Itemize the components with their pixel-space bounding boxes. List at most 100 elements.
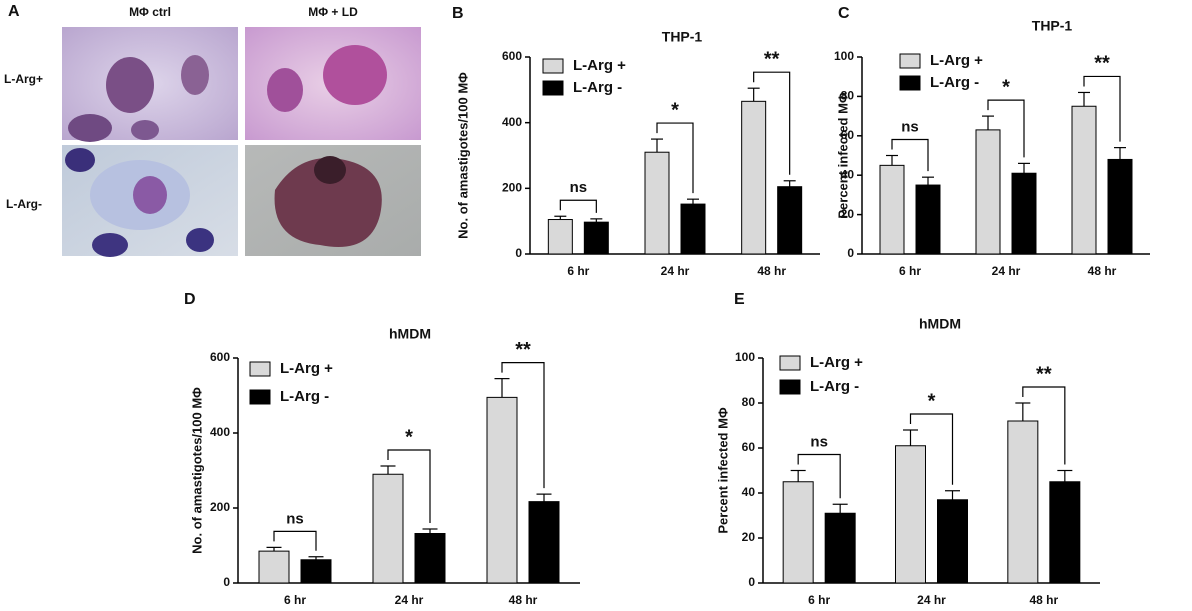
significance-label: * — [405, 426, 413, 448]
cell — [267, 68, 303, 112]
legend-swatch — [542, 80, 564, 96]
bar — [547, 219, 573, 255]
bar — [915, 184, 941, 255]
y-tick-label: 200 — [210, 500, 230, 514]
legend-label: L-Arg + — [573, 57, 626, 74]
y-tick-label: 200 — [502, 181, 522, 195]
cell — [323, 45, 387, 105]
y-axis-label: Percent infected MΦ — [835, 92, 850, 219]
bar — [824, 512, 856, 584]
y-tick-label: 400 — [210, 425, 230, 439]
panel-letter: E — [734, 291, 745, 308]
bar — [777, 186, 803, 255]
chart-title: hMDM — [919, 316, 961, 332]
panel-letter: A — [8, 3, 20, 20]
y-tick-label: 40 — [841, 167, 855, 181]
panel-a: A MΦ ctrl MΦ + LD L-Arg+ L-Arg- — [4, 3, 421, 257]
chart-title: THP-1 — [662, 29, 703, 45]
y-tick-label: 60 — [742, 440, 756, 454]
cell — [131, 120, 159, 140]
significance-label: ** — [515, 339, 531, 361]
significance-bracket — [501, 362, 545, 489]
y-tick-label: 0 — [847, 246, 854, 260]
bar — [937, 499, 968, 584]
legend-swatch — [779, 379, 801, 395]
y-tick-label: 60 — [841, 128, 855, 142]
cell — [65, 148, 95, 172]
cell — [106, 57, 154, 113]
y-tick-label: 80 — [742, 395, 756, 409]
cell — [68, 114, 112, 142]
y-axis-label: Percent infected MΦ — [715, 407, 730, 534]
legend-label: L-Arg - — [930, 74, 979, 91]
legend-label: L-Arg - — [810, 378, 859, 395]
y-tick-label: 40 — [742, 485, 756, 499]
y-tick-label: 0 — [515, 246, 522, 260]
significance-bracket — [987, 99, 1025, 158]
significance-label: ns — [901, 118, 919, 135]
chart-title: THP-1 — [1032, 18, 1073, 34]
significance-label: ns — [810, 433, 828, 450]
x-tick-label: 48 hr — [1088, 264, 1117, 278]
legend-label: L-Arg - — [573, 79, 622, 96]
y-axis-label: No. of amastigotes/100 MΦ — [189, 387, 204, 554]
legend-swatch — [899, 75, 921, 91]
panel-letter: D — [184, 291, 196, 308]
legend-label: L-Arg + — [810, 354, 863, 371]
significance-bracket — [797, 453, 841, 499]
y-tick-label: 20 — [841, 207, 855, 221]
cell — [133, 176, 167, 214]
bar — [528, 501, 560, 584]
legend-swatch — [779, 355, 801, 371]
panel-letter: B — [452, 5, 464, 22]
x-tick-label: 48 hr — [1029, 593, 1058, 607]
significance-label: * — [1002, 76, 1010, 98]
y-tick-label: 100 — [834, 49, 854, 63]
bar — [879, 164, 905, 255]
y-tick-label: 0 — [748, 575, 755, 589]
bar — [1107, 158, 1133, 255]
y-tick-label: 20 — [742, 530, 756, 544]
x-tick-label: 24 hr — [992, 264, 1021, 278]
panel-letter: C — [838, 5, 850, 22]
column-title: MΦ + LD — [308, 5, 358, 19]
bar — [782, 481, 814, 584]
legend-swatch — [542, 58, 564, 74]
significance-bracket — [891, 138, 929, 172]
x-tick-label: 6 hr — [899, 264, 921, 278]
bar — [486, 396, 518, 584]
significance-label: ** — [1094, 53, 1110, 75]
y-tick-label: 80 — [841, 89, 855, 103]
bar — [1011, 172, 1037, 255]
x-tick-label: 24 hr — [661, 264, 690, 278]
cell — [314, 156, 346, 184]
significance-bracket — [273, 530, 317, 551]
bar — [414, 533, 446, 584]
cell — [274, 158, 382, 247]
chart-title: hMDM — [389, 326, 431, 342]
bar — [583, 221, 609, 255]
bar — [1071, 105, 1097, 255]
bar — [680, 203, 706, 255]
significance-bracket — [1083, 75, 1121, 142]
bar — [1007, 420, 1039, 584]
y-tick-label: 600 — [502, 49, 522, 63]
legend-label: L-Arg - — [280, 388, 329, 405]
legend-label: L-Arg + — [280, 360, 333, 377]
significance-bracket — [753, 71, 791, 175]
x-tick-label: 6 hr — [284, 593, 306, 607]
x-tick-label: 6 hr — [808, 593, 830, 607]
x-tick-label: 48 hr — [757, 264, 786, 278]
y-tick-label: 400 — [502, 115, 522, 129]
bar — [895, 445, 926, 584]
bar — [644, 151, 670, 255]
legend-swatch — [249, 389, 271, 405]
cell — [186, 228, 214, 252]
bar — [1049, 481, 1081, 584]
significance-label: ** — [764, 48, 780, 70]
significance-label: ns — [286, 510, 304, 527]
row-label: L-Arg+ — [4, 72, 43, 86]
significance-bracket — [656, 122, 694, 194]
column-title: MΦ ctrl — [129, 5, 171, 19]
